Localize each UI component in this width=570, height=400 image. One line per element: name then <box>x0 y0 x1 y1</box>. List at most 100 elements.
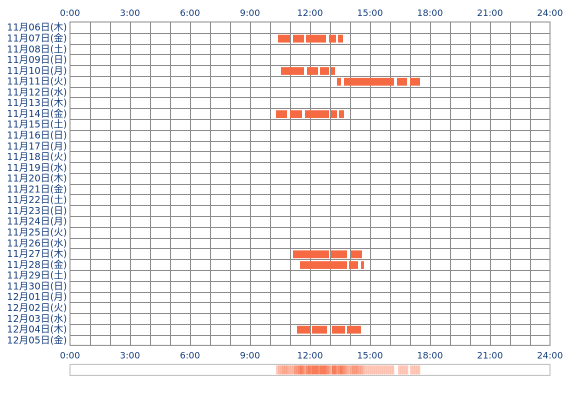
density-cell <box>400 365 403 375</box>
day-label: 11月09日(日) <box>7 55 67 66</box>
session-bar <box>293 250 329 259</box>
bottom-tick-label: 24:00 <box>537 351 563 361</box>
day-label: 12月05日(金) <box>7 334 67 346</box>
day-label: 11月22日(土) <box>7 194 67 206</box>
density-cell <box>314 365 317 375</box>
density-cell <box>300 365 303 375</box>
session-bar <box>331 110 337 119</box>
density-cell <box>324 365 327 375</box>
density-cell <box>286 365 289 375</box>
day-label: 11月13日(木) <box>7 97 67 109</box>
density-cell <box>370 365 373 375</box>
density-cell <box>310 365 313 375</box>
density-cell <box>406 365 409 375</box>
day-label: 12月02日(火) <box>7 303 67 314</box>
density-cell <box>368 365 371 375</box>
day-label: 12月04日(木) <box>7 324 67 336</box>
density-cell <box>292 365 295 375</box>
day-label: 11月19日(水) <box>7 162 67 174</box>
density-cell <box>372 365 375 375</box>
session-bar <box>347 325 361 334</box>
density-cell <box>380 365 383 375</box>
density-cell <box>320 365 323 375</box>
session-bar <box>276 110 287 119</box>
day-label: 11月28日(金) <box>7 259 67 271</box>
day-label: 11月18日(火) <box>7 152 67 163</box>
density-cell <box>338 365 341 375</box>
density-cell <box>294 365 297 375</box>
top-tick-label: 6:00 <box>180 9 200 19</box>
bottom-tick-label: 9:00 <box>240 351 260 361</box>
session-bar <box>351 250 362 259</box>
session-bar <box>397 77 407 86</box>
density-cell <box>366 365 369 375</box>
density-cell <box>348 365 351 375</box>
session-bar <box>331 67 335 75</box>
density-cell <box>332 365 335 375</box>
day-label: 12月01日(月) <box>7 292 67 303</box>
day-label: 11月07日(金) <box>7 32 67 44</box>
day-label: 11月14日(金) <box>7 108 67 120</box>
top-tick-label: 24:00 <box>537 9 563 19</box>
grid <box>69 21 551 346</box>
bottom-tick-label: 18:00 <box>417 351 443 361</box>
bottom-tick-labels: 0:00 3:00 6:00 9:00 12:00 15:00 18:00 21:00 24:0… <box>60 351 563 361</box>
density-cell <box>328 365 331 375</box>
density-cell <box>362 365 365 375</box>
density-cell <box>354 365 357 375</box>
density-cell <box>306 365 309 375</box>
day-label: 11月10日(月) <box>7 66 67 77</box>
session-bar <box>349 261 358 269</box>
session-bar <box>300 261 347 269</box>
density-cell <box>398 365 401 375</box>
density-cell <box>374 365 377 375</box>
top-tick-label: 0:00 <box>60 9 80 19</box>
day-label: 12月03日(水) <box>7 313 67 325</box>
top-tick-label: 18:00 <box>417 9 443 19</box>
density-cell <box>312 365 315 375</box>
session-bars <box>276 34 420 334</box>
day-label: 11月23日(日) <box>7 206 67 217</box>
session-bar <box>361 261 364 269</box>
session-bar <box>410 77 420 86</box>
day-label: 11月15日(土) <box>7 119 67 131</box>
density-cell <box>382 365 385 375</box>
day-label: 11月29日(土) <box>7 270 67 282</box>
density-cell <box>392 365 395 375</box>
day-labels: 11月06日(木)11月07日(金)11月08日(土)11月09日(日)11月1… <box>7 22 67 347</box>
density-cell <box>418 365 421 375</box>
density-cell <box>290 365 293 375</box>
top-tick-label: 9:00 <box>240 9 260 19</box>
density-cell <box>388 365 391 375</box>
density-cell <box>342 365 345 375</box>
session-bar <box>278 34 290 43</box>
density-cell <box>350 365 353 375</box>
density-cell <box>376 365 379 375</box>
bottom-tick-label: 15:00 <box>357 351 383 361</box>
density-cell <box>410 365 413 375</box>
density-cell <box>334 365 337 375</box>
day-label: 11月30日(日) <box>7 281 67 292</box>
density-cell <box>402 365 405 375</box>
day-label: 11月06日(木) <box>7 22 67 34</box>
density-cell <box>356 365 359 375</box>
density-cell <box>390 365 393 375</box>
session-bar <box>320 67 329 75</box>
density-cell <box>278 365 281 375</box>
density-cell <box>296 365 299 375</box>
density-cell <box>316 365 319 375</box>
top-tick-label: 3:00 <box>120 9 140 19</box>
bottom-tick-label: 3:00 <box>120 351 140 361</box>
density-cell <box>284 365 287 375</box>
session-bar <box>293 34 304 43</box>
density-cell <box>358 365 361 375</box>
day-label: 11月08日(土) <box>7 43 67 55</box>
density-cell <box>298 365 301 375</box>
density-cell <box>416 365 419 375</box>
density-cell <box>378 365 381 375</box>
day-label: 11月17日(月) <box>7 141 67 152</box>
session-bar <box>297 325 310 334</box>
day-label: 11月27日(木) <box>7 248 67 260</box>
density-cell <box>404 365 407 375</box>
session-bar <box>306 34 326 43</box>
